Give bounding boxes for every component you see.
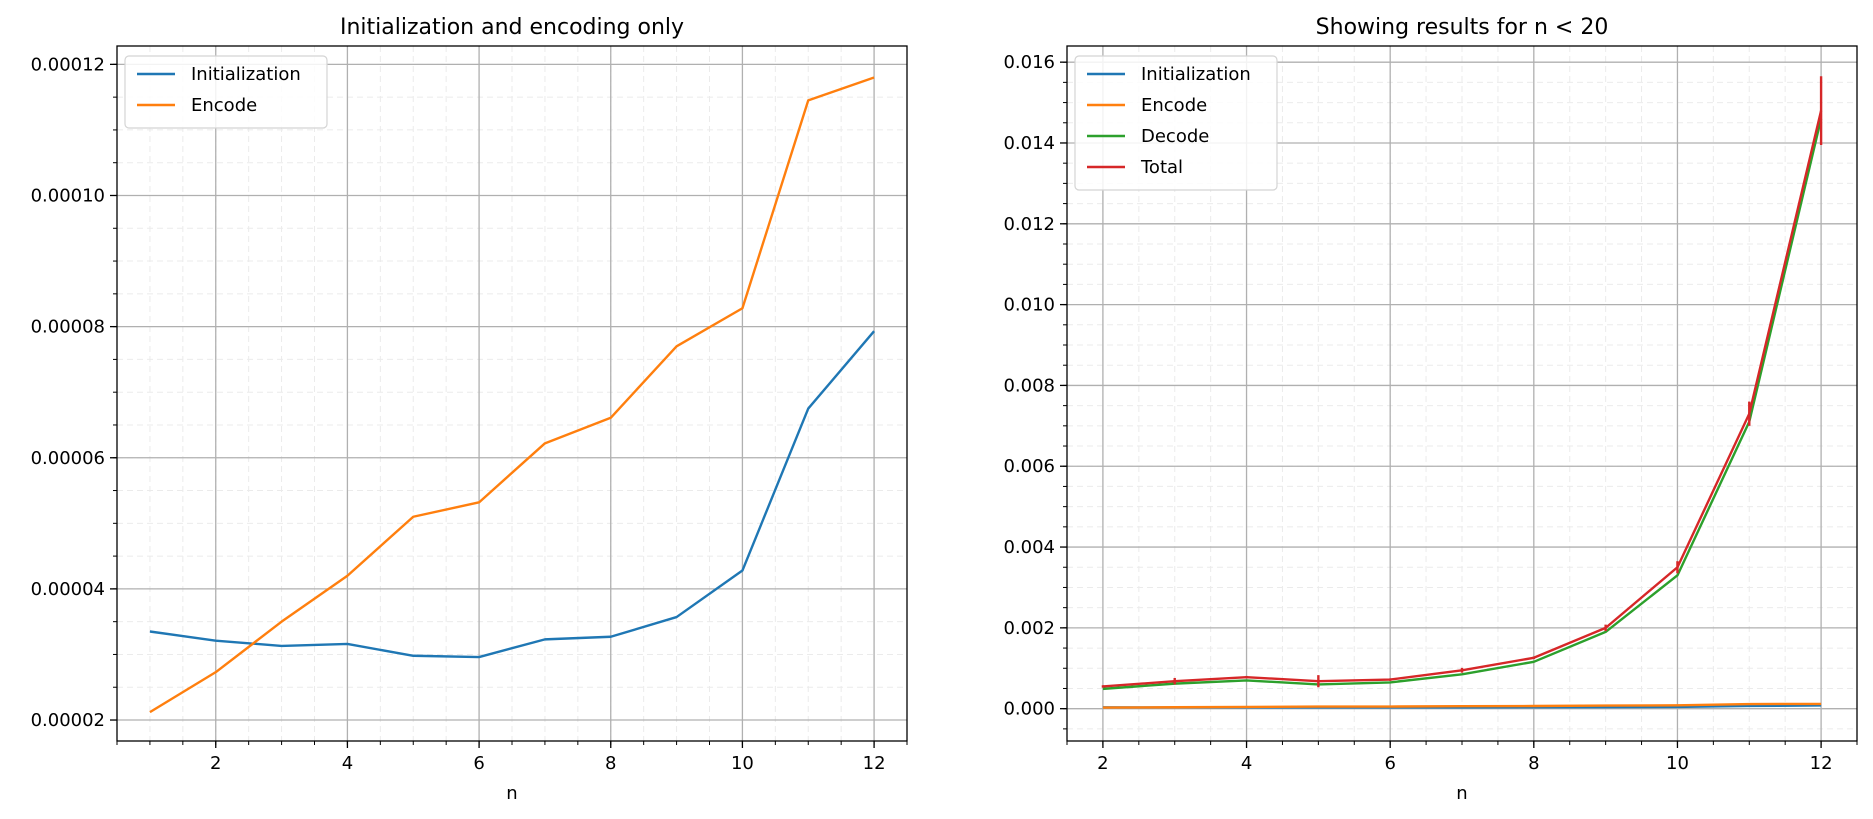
y-tick-label: 0.00008 bbox=[31, 317, 105, 338]
chart-title: Initialization and encoding only bbox=[340, 15, 684, 40]
chart-panel-1: 2 4 6 8 10 12 0.00002 0.00004 0.00006 0.00008 0.00… bbox=[31, 15, 908, 804]
legend-box bbox=[124, 55, 328, 129]
major-grid bbox=[1067, 46, 1857, 741]
legend-entry-decode: Decode bbox=[1141, 126, 1209, 147]
x-tick-label: 4 bbox=[1241, 753, 1252, 774]
legend: Initialization Encode Decode Total bbox=[1074, 55, 1278, 191]
x-tick-label: 6 bbox=[1384, 753, 1395, 774]
legend-box bbox=[1074, 55, 1278, 191]
axes-frame bbox=[1066, 45, 1858, 742]
series-line-encode bbox=[149, 76, 875, 714]
x-tick-label: 12 bbox=[863, 753, 886, 774]
y-tick-label: 0.00004 bbox=[31, 579, 105, 600]
y-tick-label: 0.006 bbox=[1003, 456, 1055, 477]
y-tick-label: 0.010 bbox=[1003, 295, 1055, 316]
x-tick-label: 10 bbox=[731, 753, 754, 774]
legend-entry-encode: Encode bbox=[1141, 95, 1207, 116]
y-tick-label: 0.00006 bbox=[31, 448, 105, 469]
chart-panel-2: 2 4 6 8 10 12 0.000 0.002 0.004 0.006 0.008 0.010 0.… bbox=[1003, 15, 1858, 804]
major-grid bbox=[117, 46, 907, 741]
y-tick-label: 0.002 bbox=[1003, 618, 1055, 639]
chart-title: Showing results for n < 20 bbox=[1316, 15, 1609, 40]
x-tick-label: 2 bbox=[210, 753, 221, 774]
series-line-initialization bbox=[149, 330, 875, 659]
x-tick-label: 4 bbox=[342, 753, 353, 774]
legend-entry-total: Total bbox=[1140, 157, 1183, 178]
y-tick-label: 0.00002 bbox=[31, 710, 105, 731]
major-ticks: 2 4 6 8 10 12 0.00002 0.00004 0.00006 0.00008 0.00… bbox=[31, 54, 886, 774]
y-tick-label: 0.004 bbox=[1003, 537, 1055, 558]
y-tick-label: 0.014 bbox=[1003, 133, 1055, 154]
y-tick-label: 0.012 bbox=[1003, 214, 1055, 235]
series-line-decode bbox=[1102, 118, 1823, 691]
series-group bbox=[1101, 76, 1823, 709]
x-tick-label: 8 bbox=[605, 753, 616, 774]
x-axis-label: n bbox=[1456, 783, 1467, 804]
x-tick-label: 12 bbox=[1810, 753, 1833, 774]
x-tick-label: 10 bbox=[1666, 753, 1689, 774]
axes-frame bbox=[116, 45, 908, 742]
legend: Initialization Encode bbox=[124, 55, 328, 129]
minor-grid bbox=[116, 46, 908, 741]
x-tick-label: 2 bbox=[1097, 753, 1108, 774]
y-tick-label: 0.00012 bbox=[31, 54, 105, 75]
x-axis-label: n bbox=[506, 783, 517, 804]
y-tick-label: 0.000 bbox=[1003, 699, 1055, 720]
legend-entry-initialization: Initialization bbox=[1141, 64, 1251, 85]
x-tick-label: 6 bbox=[473, 753, 484, 774]
x-tick-label: 8 bbox=[1528, 753, 1539, 774]
major-ticks: 2 4 6 8 10 12 0.000 0.002 0.004 0.006 0.008 0.010 0.… bbox=[1003, 52, 1832, 774]
series-group bbox=[149, 76, 875, 714]
y-tick-label: 0.00010 bbox=[31, 185, 105, 206]
legend-entry-encode: Encode bbox=[191, 95, 257, 116]
y-tick-label: 0.016 bbox=[1003, 52, 1055, 73]
legend-entry-initialization: Initialization bbox=[191, 64, 301, 85]
y-tick-label: 0.008 bbox=[1003, 375, 1055, 396]
